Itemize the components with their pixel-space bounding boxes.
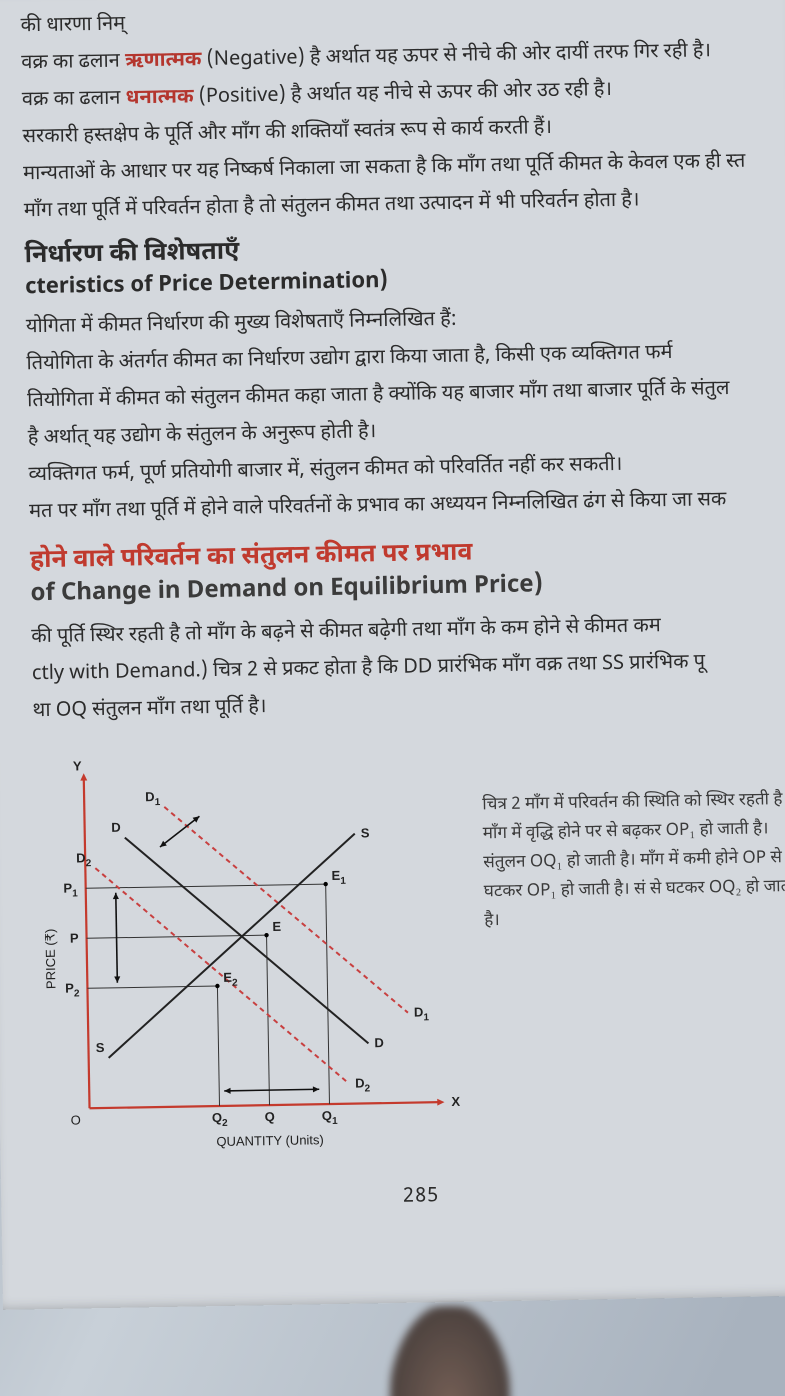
svg-text:D2: D2 xyxy=(355,1075,371,1094)
p1b: (Negative) है अर्थात यह ऊपर से नीचे की ओ… xyxy=(201,39,711,74)
svg-text:D1: D1 xyxy=(145,789,161,808)
svg-text:X: X xyxy=(451,1094,460,1109)
svg-text:PRICE (₹): PRICE (₹) xyxy=(42,929,58,990)
demand-supply-chart: Y X O PRICE (₹) QUANTITY (Units) D D D1 D1 D2 D2 S S… xyxy=(33,742,470,1169)
finger-shadow xyxy=(390,1306,510,1396)
textbook-page: की धारणा निम् वक्र का ढलान ऋणात्मक (Nega… xyxy=(0,0,785,1310)
svg-text:O: O xyxy=(71,1112,81,1127)
svg-text:D2: D2 xyxy=(76,850,92,869)
svg-text:E2: E2 xyxy=(223,970,238,989)
svg-text:P1: P1 xyxy=(63,880,78,899)
p1-red: ऋणात्मक xyxy=(125,48,202,75)
p2-red: धनात्मक xyxy=(125,85,193,112)
svg-text:Y: Y xyxy=(73,758,82,773)
chart-svg: Y X O PRICE (₹) QUANTITY (Units) D D D1 D1 D2 D2 S S… xyxy=(33,742,470,1169)
p1a: वक्र का ढलान xyxy=(21,49,125,77)
svg-text:D1: D1 xyxy=(414,1004,430,1023)
svg-text:E: E xyxy=(272,919,281,934)
svg-text:P2: P2 xyxy=(65,980,80,999)
svg-text:Q1: Q1 xyxy=(322,1108,338,1127)
p2b: (Positive) है अर्थात यह नीचे से ऊपर की ओ… xyxy=(193,78,612,111)
svg-text:D: D xyxy=(374,1035,384,1050)
svg-text:Q: Q xyxy=(265,1109,275,1124)
svg-text:S: S xyxy=(361,825,370,840)
svg-text:S: S xyxy=(96,1040,105,1055)
svg-text:P: P xyxy=(70,930,79,945)
figure-row: Y X O PRICE (₹) QUANTITY (Units) D D D1 D1 D2 D2 S S… xyxy=(33,736,785,1169)
p2a: वक्र का ढलान xyxy=(22,86,126,114)
svg-text:E1: E1 xyxy=(331,868,346,887)
svg-text:Q2: Q2 xyxy=(212,1110,228,1129)
svg-text:D: D xyxy=(111,820,121,835)
page-number: 285 xyxy=(41,1178,785,1217)
svg-text:QUANTITY (Units): QUANTITY (Units) xyxy=(216,1132,324,1149)
figure-caption: चित्र 2 माँग में परिवर्तन की स्थिति को स… xyxy=(481,736,785,1161)
